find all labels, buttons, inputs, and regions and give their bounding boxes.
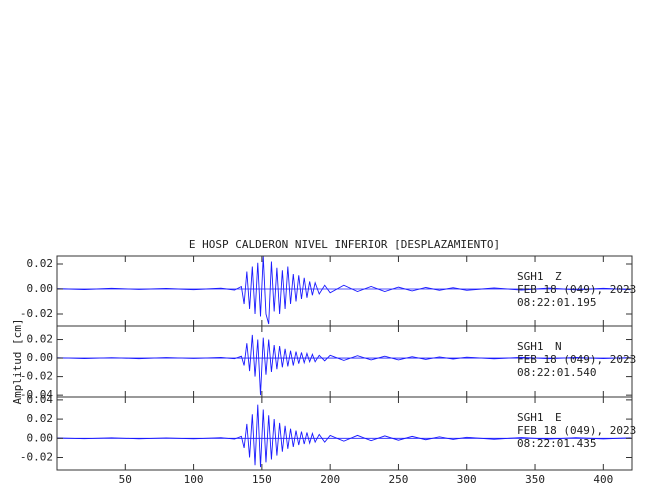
- waveform: [56, 334, 631, 396]
- y-axis-label: Amplitud [cm]: [11, 318, 24, 404]
- x-tick-label: 250: [389, 473, 409, 486]
- station-label: SGH1: [517, 270, 544, 283]
- station-label: SGH1: [517, 411, 544, 424]
- y-tick-label: -0.02: [20, 451, 53, 464]
- y-tick-label: -0.02: [20, 307, 53, 320]
- x-tick-label: 200: [320, 473, 340, 486]
- x-tick-label: 50: [119, 473, 132, 486]
- y-tick-label: 0.00: [27, 351, 54, 364]
- panel-frame: [56, 396, 633, 471]
- y-tick-label: 0.02: [27, 412, 54, 425]
- waveform: [56, 404, 631, 468]
- y-tick-label: -0.02: [20, 370, 53, 383]
- date-label: FEB 18 (049), 2023: [517, 353, 636, 366]
- component-label: N: [555, 340, 562, 353]
- component-label: E: [555, 411, 562, 424]
- date-label: FEB 18 (049), 2023: [517, 424, 636, 437]
- x-tick-label: 400: [593, 473, 613, 486]
- chart-title: E HOSP CALDERON NIVEL INFERIOR [DESPLAZA…: [189, 238, 500, 251]
- y-tick-label: 0.00: [27, 431, 54, 444]
- time-label: 08:22:01.540: [517, 366, 596, 379]
- y-tick-label: -0.04: [20, 388, 53, 401]
- x-tick-label: 100: [184, 473, 204, 486]
- y-tick-label: 0.00: [27, 282, 54, 295]
- x-tick-label: 350: [525, 473, 545, 486]
- y-tick-label: 0.02: [27, 257, 54, 270]
- time-label: 08:22:01.195: [517, 296, 596, 309]
- x-tick-label: 150: [252, 473, 272, 486]
- y-tick-label: 0.02: [27, 333, 54, 346]
- component-label: Z: [555, 270, 562, 283]
- x-tick-label: 300: [457, 473, 477, 486]
- y-tick-label: 0.04: [27, 393, 54, 406]
- station-label: SGH1: [517, 340, 544, 353]
- time-label: 08:22:01.435: [517, 437, 596, 450]
- date-label: FEB 18 (049), 2023: [517, 283, 636, 296]
- waveform: [56, 256, 631, 325]
